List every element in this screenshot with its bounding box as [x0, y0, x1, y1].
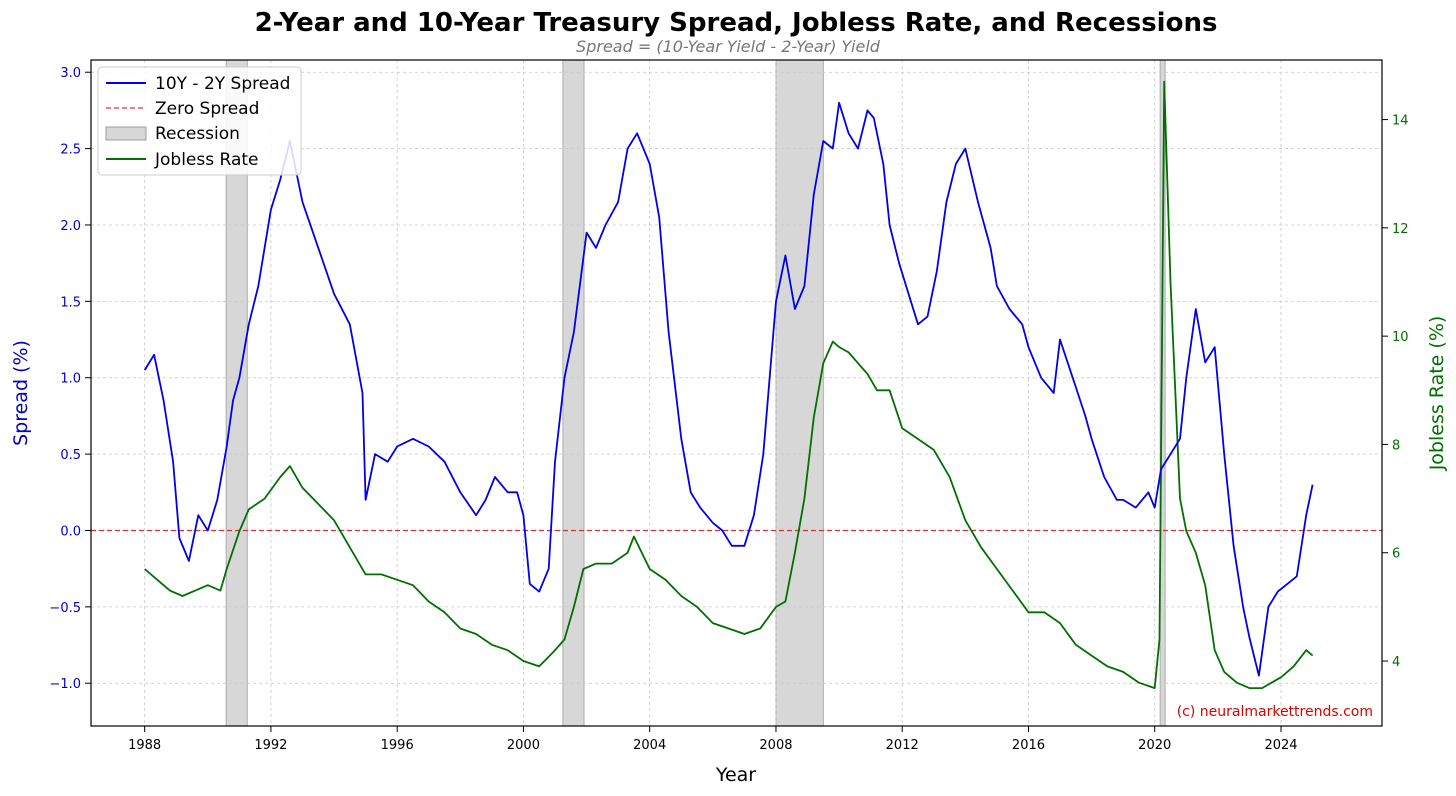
legend-label-zero: Zero Spread: [155, 99, 259, 119]
x-tick-label: 2000: [507, 738, 540, 753]
left-tick-label: 0.0: [60, 524, 81, 539]
x-tick-label: 2004: [633, 738, 666, 753]
recession-bands: [225, 59, 1166, 727]
legend-label-spread: 10Y - 2Y Spread: [155, 74, 290, 94]
x-axis-label: Year: [715, 764, 756, 786]
left-axis-label: Spread (%): [10, 340, 32, 446]
recession-band: [775, 59, 824, 727]
x-tick-label: 1988: [128, 738, 161, 753]
legend: 10Y - 2Y Spread Zero Spread Recession Jo…: [97, 66, 302, 176]
legend-item-recession: Recession: [105, 124, 240, 144]
x-tick-label: 2024: [1264, 738, 1297, 753]
left-tick-label: 0.5: [60, 448, 81, 463]
right-tick-label: 10: [1392, 330, 1409, 345]
left-tick-label: −0.5: [49, 601, 81, 616]
legend-label-jobless: Jobless Rate: [154, 150, 259, 170]
legend-swatch-recession: [105, 126, 147, 141]
left-tick-label: −1.0: [49, 677, 81, 692]
x-tick-label: 2016: [1012, 738, 1045, 753]
x-tick-label: 2008: [759, 738, 792, 753]
jobless-rate-line: [144, 80, 1314, 689]
recession-band: [562, 59, 585, 727]
watermark: (c) neuralmarkettrends.com: [1177, 704, 1373, 720]
x-tick-label: 2012: [886, 738, 919, 753]
x-tick-label: 1996: [381, 738, 414, 753]
left-tick-label: 1.5: [60, 295, 81, 310]
legend-item-zero: Zero Spread: [106, 99, 259, 119]
left-axis-ticks: −1.0 −0.5 0.0 0.5 1.0 1.5 2.0 2.5 3.0: [49, 66, 91, 692]
chart-title: 2-Year and 10-Year Treasury Spread, Jobl…: [255, 8, 1218, 38]
legend-label-recession: Recession: [155, 124, 240, 144]
spread-line: [143, 101, 1314, 677]
left-tick-label: 3.0: [60, 66, 81, 81]
right-axis-label: Jobless Rate (%): [1426, 316, 1448, 472]
plot-area: [90, 59, 1383, 727]
legend-box: [97, 66, 302, 176]
x-tick-label: 2020: [1138, 738, 1171, 753]
right-tick-label: 6: [1392, 547, 1400, 562]
legend-item-spread: 10Y - 2Y Spread: [106, 74, 290, 94]
grid: [91, 60, 1382, 726]
legend-item-jobless: Jobless Rate: [106, 150, 259, 170]
right-tick-label: 8: [1392, 438, 1400, 453]
right-axis-ticks: 4 6 8 10 12 14: [1382, 114, 1409, 670]
left-tick-label: 2.5: [60, 143, 81, 158]
left-tick-label: 2.0: [60, 219, 81, 234]
right-tick-label: 14: [1392, 114, 1409, 129]
left-tick-label: 1.0: [60, 372, 81, 387]
right-tick-label: 12: [1392, 222, 1409, 237]
right-tick-label: 4: [1392, 655, 1400, 670]
x-tick-label: 1992: [254, 738, 287, 753]
x-axis-ticks: 1988 1992 1996 2000 2004 2008 2012 2016 2020 2024: [128, 726, 1298, 753]
chart-subtitle: Spread = (10-Year Yield - 2-Year) Yield: [576, 37, 881, 56]
